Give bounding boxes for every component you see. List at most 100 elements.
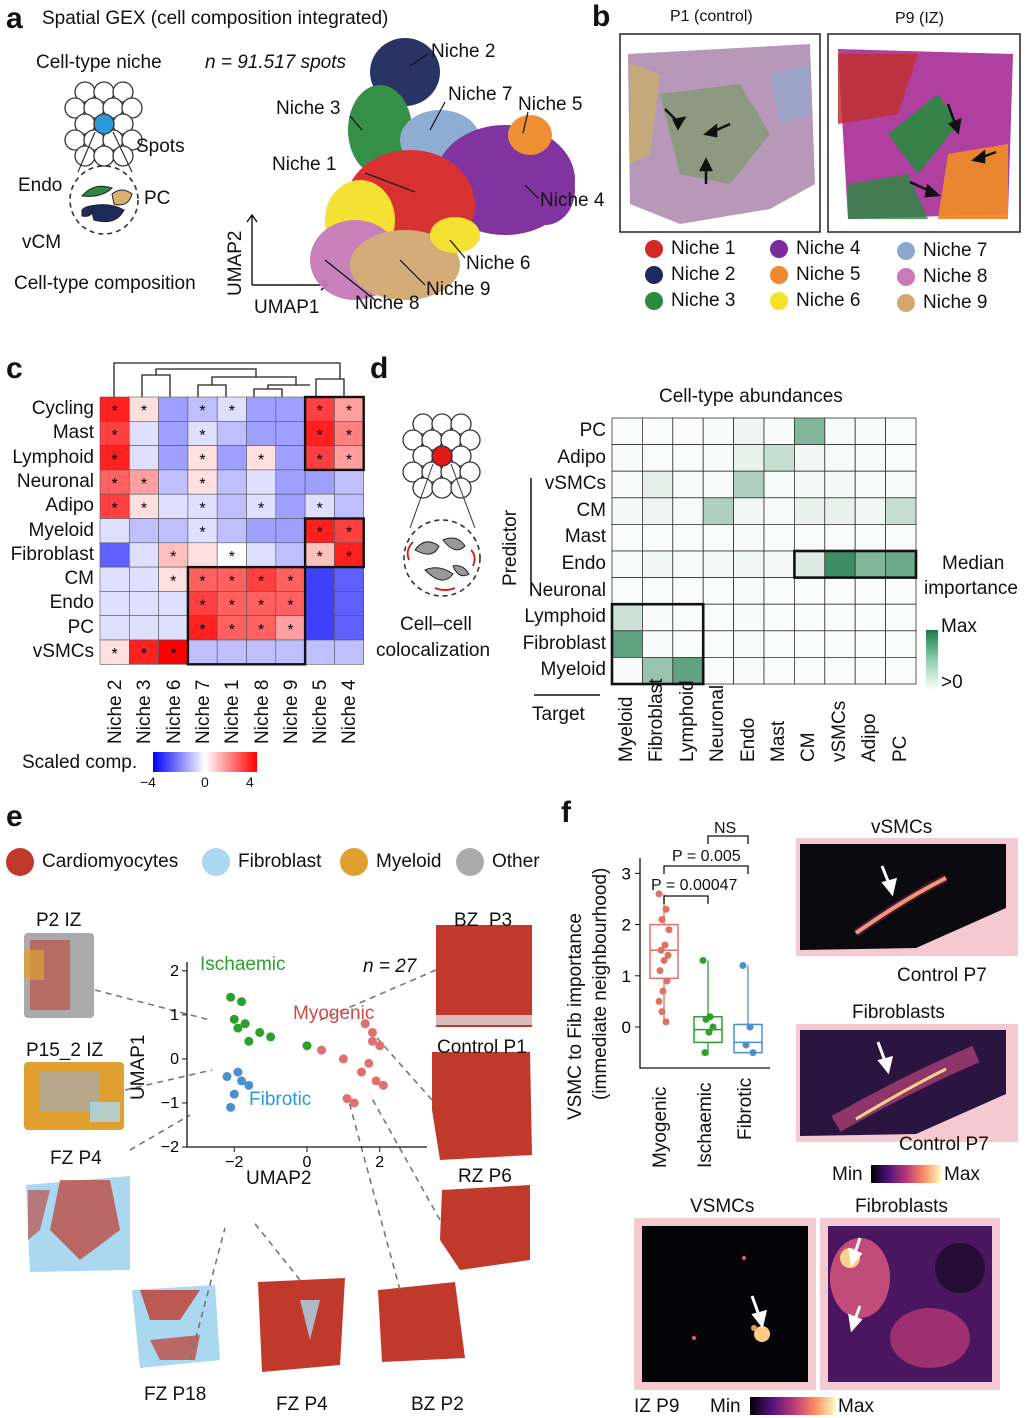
heatmap-d-cell xyxy=(885,524,917,552)
p9-iz-map xyxy=(827,33,1021,233)
umap-label-niche-2: Niche 2 xyxy=(431,41,496,62)
heatmap-d-cell xyxy=(641,603,674,632)
significance-star: * xyxy=(258,452,264,469)
heatmap-d-cell xyxy=(824,603,856,632)
heatmap-c-col-label: Niche 7 xyxy=(192,679,214,744)
significance-star: * xyxy=(112,476,118,493)
box-point xyxy=(658,915,666,923)
heatmap-d-cell xyxy=(854,577,886,605)
significance-star: * xyxy=(317,427,323,444)
panel-a-label: a xyxy=(6,2,23,35)
colorbar-tick-0: 0 xyxy=(201,774,209,790)
heatmap-d-cell xyxy=(824,524,856,552)
sample-label-fz-p4-bottom: FZ P4 xyxy=(276,1394,328,1415)
heatmap-d-row-label: Endo xyxy=(561,553,606,574)
heatmap-d-cell xyxy=(672,497,704,525)
heatmap-d-cell xyxy=(641,417,674,446)
heatmap-d-cell xyxy=(885,603,917,632)
umap-label-niche-5: Niche 5 xyxy=(518,94,583,115)
thumb-leader-lines xyxy=(94,969,441,1361)
scatter-yaxis-label: UMAP1 xyxy=(128,1034,149,1100)
significance-star: * xyxy=(346,525,352,542)
heatmap-d-cell xyxy=(641,577,674,605)
significance-star: * xyxy=(199,452,205,469)
group-label-myogenic: Myogenic xyxy=(293,1003,375,1024)
heatmap-d-cell xyxy=(885,550,917,579)
heatmap-c-cell xyxy=(158,615,189,641)
heatmap-c-cell xyxy=(158,542,189,568)
heatmap-d-cell xyxy=(793,550,826,579)
heatmap-c-cell xyxy=(275,518,306,544)
heatmap-d-cell xyxy=(854,603,886,632)
heatmap-d-cell xyxy=(854,630,886,658)
heatmap-d-cell xyxy=(763,524,795,552)
sample-label-fz-p18: FZ P18 xyxy=(144,1384,207,1405)
sample-thumbnails xyxy=(24,925,532,1372)
niche-4-swatch xyxy=(770,239,788,258)
heatmap-d-cell xyxy=(733,444,765,472)
heatmap-d-cell xyxy=(763,603,795,632)
box-point xyxy=(657,946,665,954)
target-bracket xyxy=(534,694,600,696)
heatmap-d-cell xyxy=(763,550,795,579)
umap-label-niche-1: Niche 1 xyxy=(272,154,337,175)
heatmap-d-cell xyxy=(793,656,826,685)
niche-schematic xyxy=(64,81,143,235)
significance-star: * xyxy=(112,500,118,517)
legend-cardiomyocytes: Cardiomyocytes xyxy=(6,848,178,876)
significance-star: * xyxy=(141,476,147,493)
sample-label-p15-iz: P15_2 IZ xyxy=(26,1040,104,1061)
box-xlabel-myogenic: Myogenic xyxy=(650,1086,671,1168)
panel-c-dendrogram xyxy=(113,362,345,397)
box-point xyxy=(662,1018,670,1026)
box-point xyxy=(655,997,663,1005)
heatmap-c-col-label: Niche 6 xyxy=(163,679,185,744)
colocalization-schematic xyxy=(402,413,481,597)
heatmap-c-col-label: Niche 5 xyxy=(310,679,332,744)
box-point xyxy=(709,1023,717,1031)
niche-8-swatch xyxy=(897,267,915,286)
colorbar-tick-neg4: −4 xyxy=(140,774,156,790)
thumb-bz-p3 xyxy=(436,925,532,1027)
heatmap-d-cell xyxy=(885,630,917,658)
x-tick-label: 2 xyxy=(375,1154,384,1171)
significance-star: * xyxy=(317,452,323,469)
heatmap-d-cell xyxy=(763,444,795,472)
niche-composition-heatmap: * * * * * * * * * * * * * * * * * * * * * * * * * * * * * * * * * * * * * * * *… xyxy=(99,395,365,666)
control-p7-label-1: Control P7 xyxy=(897,965,987,986)
heatmap-d-cell xyxy=(854,417,886,446)
sample-point-fibrotic xyxy=(222,1072,232,1082)
fibroblasts-control-map xyxy=(796,1024,1018,1142)
heatmap-c-cell xyxy=(128,566,159,592)
heatmap-d-cell xyxy=(793,577,826,605)
umap-label-niche-6: Niche 6 xyxy=(466,253,531,274)
sample-point-fibrotic xyxy=(226,1102,236,1112)
colocalization-label-1: Cell–cell xyxy=(400,614,472,635)
heatmap-c-cell xyxy=(187,566,218,592)
heatmap-c-cell xyxy=(187,591,218,616)
heatmap-d-row-label: Neuronal xyxy=(528,579,606,601)
heatmap-d-col-label: Mast xyxy=(768,720,789,762)
heatmap-d-cell xyxy=(854,497,886,525)
significance-star: * xyxy=(317,525,323,542)
significance-star: * xyxy=(229,403,235,420)
map-title-fibroblasts-iz: Fibroblasts xyxy=(855,1196,948,1217)
heatmap-d-cell xyxy=(763,656,795,685)
heatmap-d-cell xyxy=(672,630,704,658)
heatmap-d-cell xyxy=(793,444,826,472)
significance-star: * xyxy=(258,598,264,615)
heatmap-c-cell xyxy=(216,469,247,495)
heatmap-c-cell xyxy=(275,445,306,471)
heatmap-d-cell xyxy=(702,417,734,446)
heatmap-c-cell xyxy=(334,469,364,495)
cluster-highlight-box xyxy=(303,517,365,569)
significance-star: * xyxy=(287,622,293,639)
heatmap-d-cell xyxy=(672,577,704,605)
box-point xyxy=(705,1028,713,1036)
heatmap-d-cell xyxy=(611,656,643,685)
heatmap-c-cell xyxy=(304,396,335,422)
sample-count-label: n = 27 xyxy=(363,956,417,977)
heatmap-c-cell xyxy=(99,615,130,641)
heatmap-d-cell xyxy=(885,470,917,499)
niche-umap xyxy=(246,38,575,301)
